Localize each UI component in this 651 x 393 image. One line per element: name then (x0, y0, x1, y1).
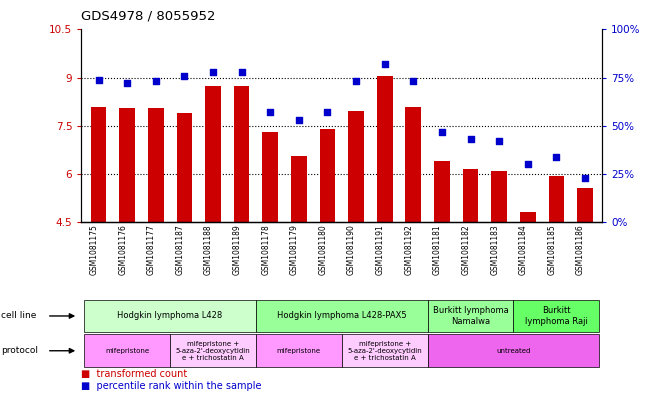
Text: GSM1081181: GSM1081181 (433, 224, 442, 275)
Point (208, 69, 218, 75)
Bar (148, 108, 163, 222)
Point (351, 78, 361, 84)
Point (494, 138, 505, 144)
Text: protocol: protocol (1, 346, 38, 355)
Bar (291, 156, 307, 222)
Text: GSM1081187: GSM1081187 (175, 224, 184, 275)
Point (465, 136, 476, 142)
Text: mifepristone +
5-aza-2'-deoxycytidin
e + trichostatin A: mifepristone + 5-aza-2'-deoxycytidin e +… (176, 341, 251, 361)
Text: GSM1081184: GSM1081184 (519, 224, 528, 275)
Text: GSM1081178: GSM1081178 (261, 224, 270, 275)
Text: untreated: untreated (496, 348, 531, 354)
Text: GSM1081177: GSM1081177 (146, 224, 156, 275)
Point (150, 78, 161, 84)
Text: Burkitt lymphoma
Namalwa: Burkitt lymphoma Namalwa (433, 306, 508, 326)
Point (580, 174, 590, 181)
Bar (205, 86, 221, 222)
Text: GSM1081189: GSM1081189 (232, 224, 242, 275)
Text: GSM1081190: GSM1081190 (347, 224, 356, 275)
Point (380, 61, 390, 67)
Text: GSM1081179: GSM1081179 (290, 224, 299, 275)
Point (322, 109, 333, 116)
Point (93, 76, 104, 83)
Text: cell line: cell line (1, 312, 36, 320)
Bar (492, 171, 507, 222)
Text: GSM1081183: GSM1081183 (490, 224, 499, 275)
Point (265, 109, 275, 116)
Bar (348, 111, 364, 222)
Bar (320, 129, 335, 222)
Text: GSM1081186: GSM1081186 (576, 224, 585, 275)
Bar (463, 169, 478, 222)
Bar (520, 212, 536, 222)
Point (551, 153, 562, 160)
Text: Burkitt
lymphoma Raji: Burkitt lymphoma Raji (525, 306, 588, 326)
Text: Hodgkin lymphoma L428-PAX5: Hodgkin lymphoma L428-PAX5 (277, 312, 407, 320)
Text: ■  transformed count: ■ transformed count (81, 369, 187, 379)
Bar (577, 188, 593, 222)
Text: mifepristone: mifepristone (277, 348, 321, 354)
Text: mifepristone +
5-aza-2'-deoxycytidin
e + trichostatin A: mifepristone + 5-aza-2'-deoxycytidin e +… (348, 341, 422, 361)
Point (122, 80, 132, 86)
Bar (90, 107, 106, 222)
Text: ■  percentile rank within the sample: ■ percentile rank within the sample (81, 381, 262, 391)
Point (179, 73, 189, 79)
Point (523, 161, 533, 167)
Text: GDS4978 / 8055952: GDS4978 / 8055952 (81, 10, 216, 23)
Bar (234, 86, 249, 222)
Text: GSM1081191: GSM1081191 (376, 224, 385, 275)
Bar (406, 107, 421, 222)
Text: mifepristone: mifepristone (105, 348, 149, 354)
Text: GSM1081180: GSM1081180 (318, 224, 327, 275)
Bar (119, 108, 135, 222)
Bar (176, 113, 192, 222)
Text: GSM1081175: GSM1081175 (90, 224, 98, 275)
Text: GSM1081176: GSM1081176 (118, 224, 127, 275)
Bar (549, 176, 564, 222)
Point (236, 69, 247, 75)
Bar (377, 76, 393, 222)
Text: Hodgkin lymphoma L428: Hodgkin lymphoma L428 (117, 312, 223, 320)
Text: GSM1081185: GSM1081185 (547, 224, 557, 275)
Text: GSM1081188: GSM1081188 (204, 224, 213, 275)
Bar (262, 132, 278, 222)
Point (437, 129, 447, 135)
Text: GSM1081192: GSM1081192 (404, 224, 413, 275)
Point (408, 78, 419, 84)
Bar (434, 161, 450, 222)
Point (294, 117, 304, 123)
Text: GSM1081182: GSM1081182 (462, 224, 471, 275)
